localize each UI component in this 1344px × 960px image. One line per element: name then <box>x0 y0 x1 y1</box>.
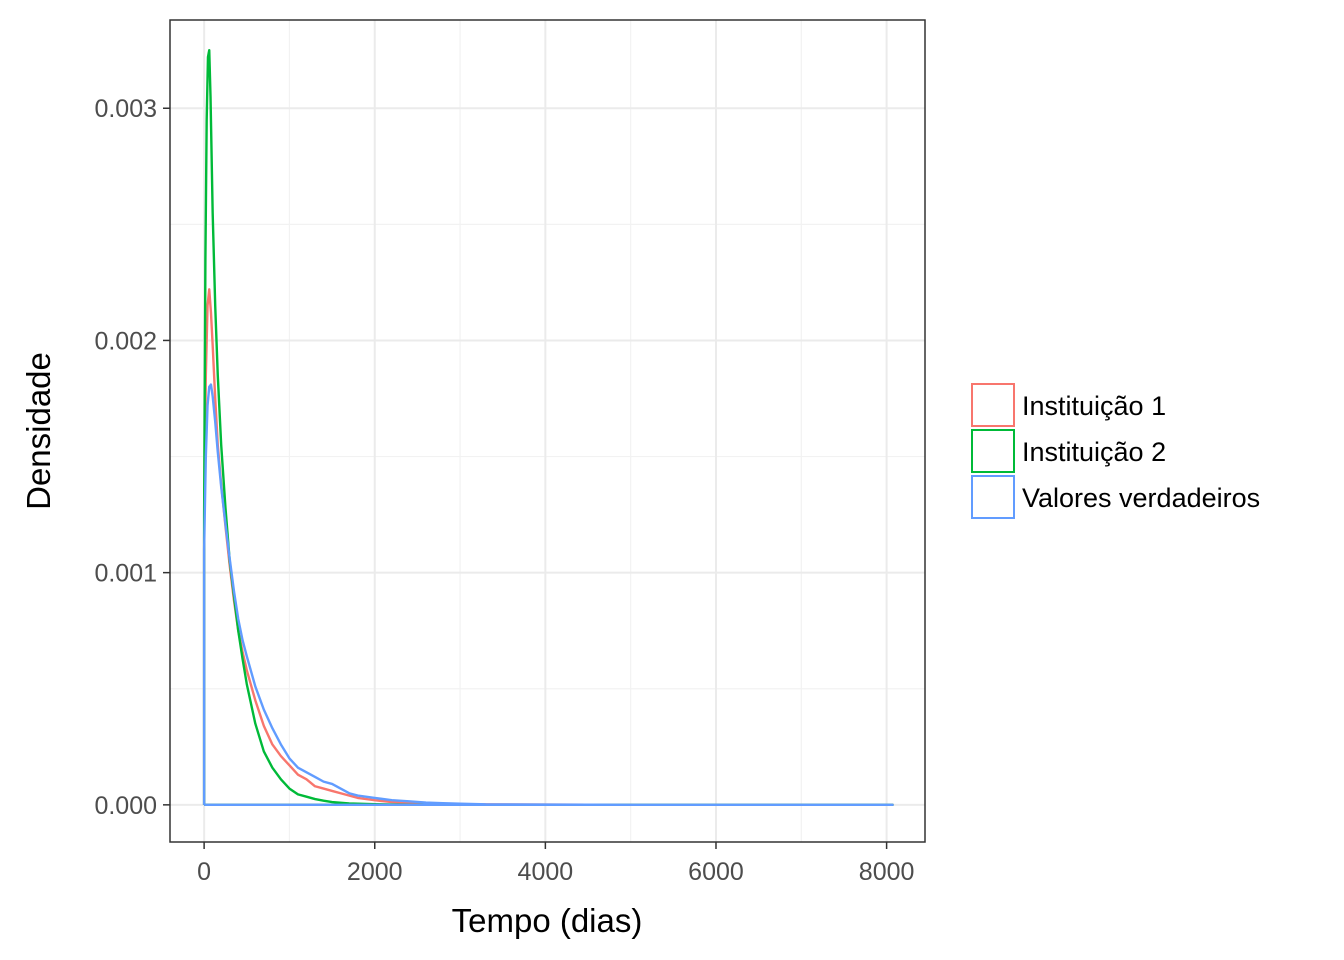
y-tick-label: 0.003 <box>94 95 157 123</box>
plot-panel-background <box>170 20 925 842</box>
legend: Instituição 1 Instituição 2 Valores verdad… <box>971 383 1260 519</box>
legend-key-3 <box>971 475 1015 519</box>
minor-gridlines <box>170 20 925 842</box>
x-tick-label: 0 <box>197 858 211 886</box>
y-axis-title: Densidade <box>20 352 57 510</box>
y-tick-label: 0.002 <box>94 327 157 355</box>
x-tick-label: 4000 <box>518 858 574 886</box>
series-lines <box>202 48 894 807</box>
x-axis-title: Tempo (dias) <box>452 902 643 939</box>
x-tick-label: 8000 <box>859 858 915 886</box>
y-tick-label: 0.001 <box>94 560 157 588</box>
plot-panel-border <box>169 19 926 843</box>
x-axis: 0 2000 4000 6000 8000 <box>197 842 914 886</box>
x-tick-label: 2000 <box>347 858 403 886</box>
x-tick-label: 6000 <box>688 858 744 886</box>
series-line-3 <box>202 383 894 807</box>
legend-label-1: Instituição 1 <box>1022 391 1166 421</box>
y-axis: 0.000 0.001 0.002 0.003 <box>94 95 170 820</box>
legend-label-2: Instituição 2 <box>1022 437 1166 467</box>
legend-key-1 <box>971 383 1015 427</box>
y-tick-label: 0.000 <box>94 792 157 820</box>
legend-key-2 <box>971 429 1015 473</box>
legend-label-3: Valores verdadeiros <box>1022 483 1260 513</box>
